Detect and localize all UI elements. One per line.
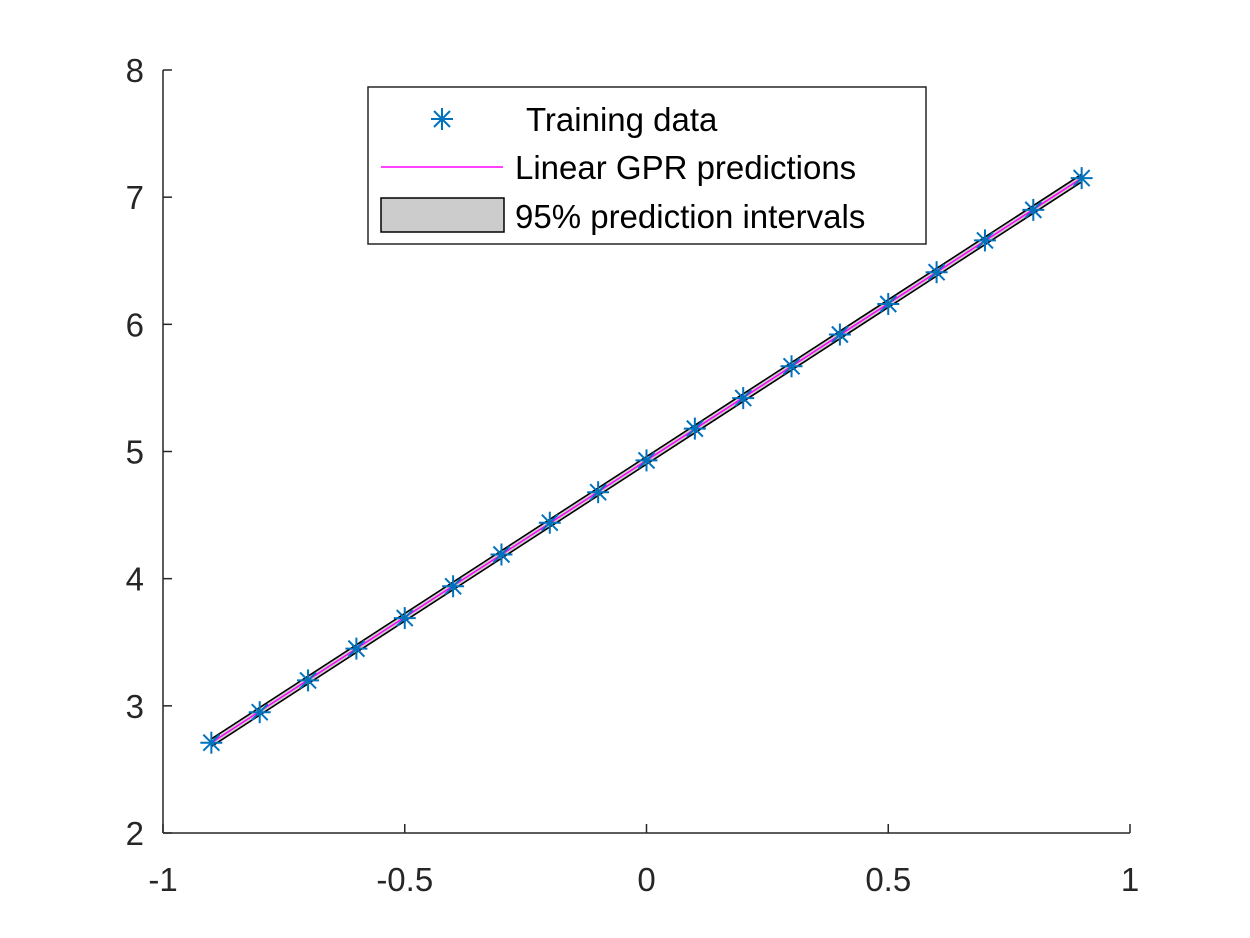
axes: -1 -0.5 0 0.5 1 2 3 4 5 6 7 8 <box>126 52 1140 898</box>
training-data-point <box>297 669 320 692</box>
training-markers-layer <box>200 167 1093 754</box>
training-data-point <box>538 511 561 534</box>
training-data-point <box>973 229 996 252</box>
legend-prediction-label: Linear GPR predictions <box>515 149 856 186</box>
legend: Training data Linear GPR predictions 95%… <box>367 86 927 245</box>
training-data-point <box>828 323 851 346</box>
training-data-point <box>490 543 513 566</box>
training-data-point <box>1022 198 1045 221</box>
training-data-point <box>442 575 465 598</box>
x-tick-label: -0.5 <box>376 861 433 898</box>
training-data-point <box>200 731 223 754</box>
training-data-point <box>925 261 948 284</box>
y-tick-label: 5 <box>126 434 144 471</box>
legend-interval-swatch <box>380 197 505 233</box>
training-data-point <box>635 449 658 472</box>
training-data-point <box>780 355 803 378</box>
training-data-point <box>248 701 271 724</box>
x-tick-label: 0 <box>637 861 655 898</box>
y-tick-label: 8 <box>126 52 144 89</box>
x-tick-label: 1 <box>1121 861 1139 898</box>
training-data-point <box>877 292 900 315</box>
training-data-point <box>1070 167 1093 190</box>
x-tick-label: 0.5 <box>865 861 911 898</box>
legend-training-label: Training data <box>526 101 718 138</box>
y-tick-label: 4 <box>126 561 144 598</box>
training-data-point <box>345 637 368 660</box>
training-data-point <box>393 607 416 630</box>
legend-box <box>367 86 927 245</box>
legend-interval-label: 95% prediction intervals <box>515 198 865 235</box>
y-tick-label: 7 <box>126 179 144 216</box>
y-tick-label: 3 <box>126 688 144 725</box>
y-tick-label: 6 <box>126 306 144 343</box>
y-tick-label: 2 <box>126 815 144 852</box>
training-data-point <box>732 387 755 410</box>
x-tick-label: -1 <box>148 861 177 898</box>
training-data-point <box>587 481 610 504</box>
training-data-point <box>683 417 706 440</box>
legend-training-marker <box>431 108 453 130</box>
